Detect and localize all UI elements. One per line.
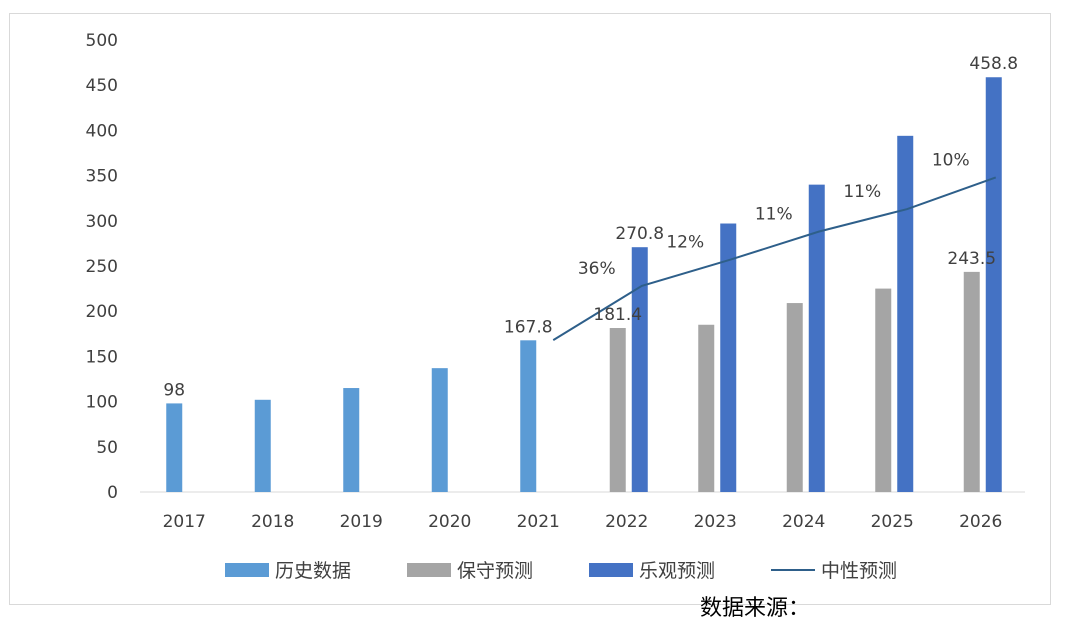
bar-historical — [254, 399, 271, 492]
growth-label: 12% — [666, 233, 704, 253]
y-tick-label: 500 — [86, 31, 118, 51]
y-tick-label: 250 — [86, 257, 118, 277]
data-label: 98 — [163, 380, 185, 400]
data-label: 181.4 — [593, 305, 642, 325]
x-tick-label: 2025 — [871, 512, 914, 532]
bar-optimistic — [720, 223, 737, 492]
growth-label: 36% — [578, 259, 616, 279]
legend-label: 历史数据 — [275, 560, 351, 582]
growth-label: 11% — [755, 205, 793, 225]
x-tick-label: 2021 — [517, 512, 560, 532]
legend-label: 乐观预测 — [639, 560, 715, 582]
y-tick-label: 350 — [86, 167, 118, 187]
bar-optimistic — [897, 135, 914, 492]
growth-label: 11% — [843, 182, 881, 202]
legend-swatch — [589, 563, 633, 577]
bar-historical — [166, 403, 183, 492]
x-tick-label: 2023 — [694, 512, 737, 532]
bar-conservative — [609, 328, 626, 492]
growth-label: 10% — [932, 150, 970, 170]
bar-optimistic — [985, 77, 1002, 492]
bar-conservative — [875, 288, 892, 492]
x-tick-label: 2022 — [605, 512, 648, 532]
bar-historical — [520, 340, 537, 492]
y-tick-label: 300 — [86, 212, 118, 232]
line-neutral — [552, 176, 997, 341]
legend-swatch — [407, 563, 451, 577]
bar-conservative — [963, 271, 980, 492]
y-tick-label: 200 — [86, 302, 118, 322]
bar-historical — [431, 368, 448, 492]
bar-historical — [343, 388, 360, 492]
bar-optimistic — [808, 184, 825, 492]
legend-label: 中性预测 — [821, 560, 897, 582]
source-note: 数据来源： — [700, 596, 811, 621]
x-tick-label: 2024 — [782, 512, 825, 532]
data-label: 243.5 — [947, 249, 996, 269]
y-tick-label: 450 — [86, 76, 118, 96]
legend-swatch — [225, 563, 269, 577]
legend-label: 保守预测 — [457, 560, 533, 582]
x-tick-label: 2019 — [340, 512, 383, 532]
bar-optimistic — [631, 247, 648, 492]
bar-conservative — [786, 303, 803, 492]
data-label: 458.8 — [969, 54, 1018, 74]
y-tick-label: 400 — [86, 121, 118, 141]
x-tick-label: 2017 — [163, 512, 206, 532]
y-tick-label: 0 — [107, 483, 118, 503]
data-label: 270.8 — [615, 224, 664, 244]
x-tick-label: 2020 — [428, 512, 471, 532]
x-tick-label: 2026 — [959, 512, 1002, 532]
y-tick-label: 150 — [86, 347, 118, 367]
bar-conservative — [698, 324, 715, 492]
y-tick-label: 100 — [86, 393, 118, 413]
data-label: 167.8 — [504, 317, 553, 337]
x-tick-label: 2018 — [251, 512, 294, 532]
y-tick-label: 50 — [96, 438, 118, 458]
